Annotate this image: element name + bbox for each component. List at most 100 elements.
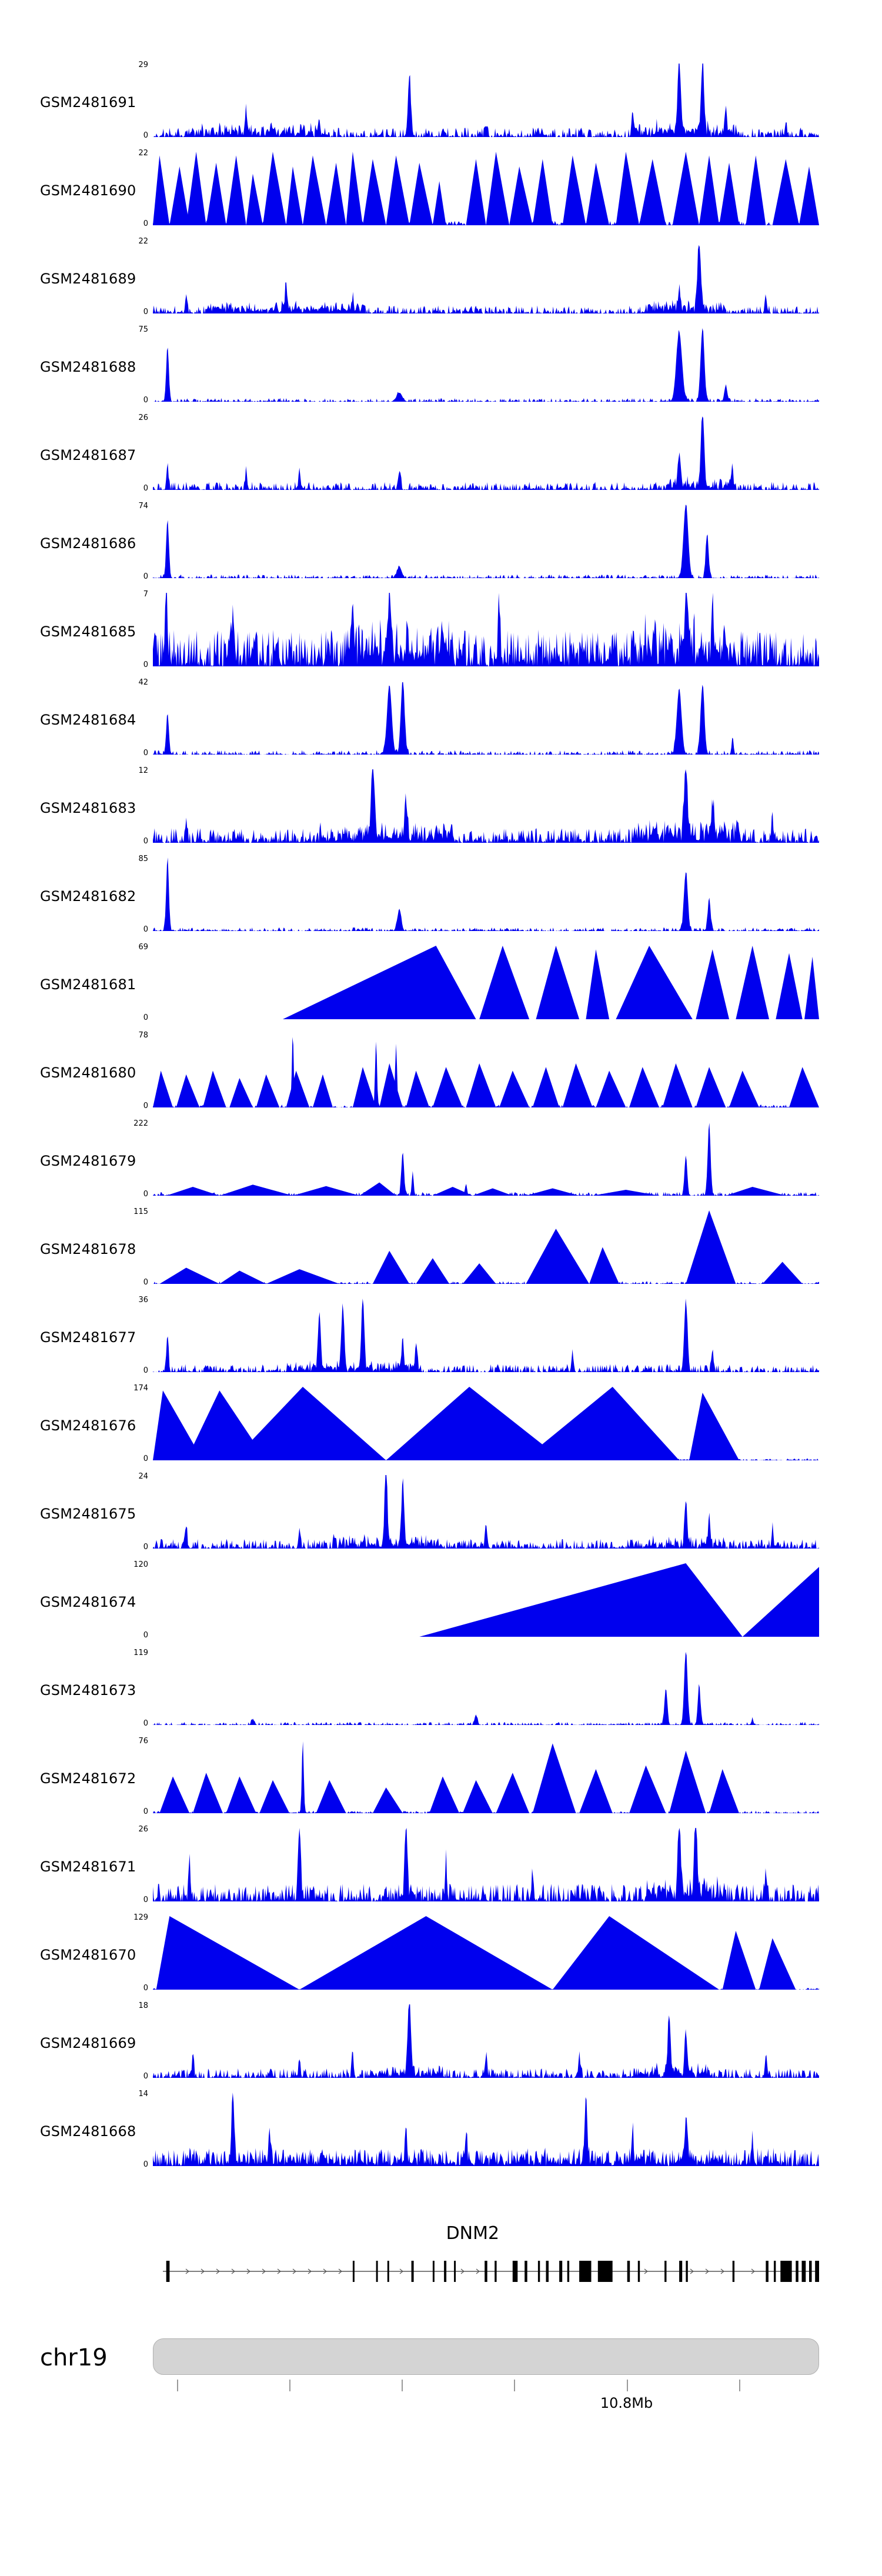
track-sample-label: GSM2481690 <box>40 182 136 199</box>
track-plot-area: 69 0 <box>138 943 819 1022</box>
track-plot-area: 78 0 <box>138 1032 819 1110</box>
y-axis-max-label: 36 <box>138 1296 148 1304</box>
track-plot-area: 36 0 <box>138 1296 819 1374</box>
axis-tick-mark <box>739 2380 741 2391</box>
y-axis-zero-label: 0 <box>143 1719 148 1728</box>
y-axis-zero-label: 0 <box>143 925 148 934</box>
strand-arrow-icon <box>277 2268 281 2274</box>
coverage-signal-plot <box>153 593 819 666</box>
track-sample-label: GSM2481676 <box>40 1417 136 1434</box>
track-sample-label: GSM2481674 <box>40 1594 136 1610</box>
signal-track-row: GSM2481682 85 0 <box>0 855 882 946</box>
y-axis-max-label: 12 <box>138 766 148 775</box>
exon-box <box>815 2261 819 2282</box>
y-axis-max-label: 78 <box>138 1031 148 1040</box>
strand-arrow-icon <box>720 2268 724 2274</box>
exon-box <box>166 2261 170 2282</box>
signal-track-row: GSM2481687 26 0 <box>0 414 882 505</box>
track-sample-label: GSM2481680 <box>40 1065 136 1081</box>
coverage-signal-plot <box>153 1123 819 1196</box>
axis-tick-mark <box>176 2380 178 2391</box>
track-sample-label: GSM2481684 <box>40 712 136 728</box>
track-plot-area: 24 0 <box>138 1473 819 1551</box>
signal-track-row: GSM2481671 26 0 <box>0 1825 882 1916</box>
track-sample-label: GSM2481683 <box>40 800 136 816</box>
track-plot-area: 76 0 <box>138 1737 819 1816</box>
signal-track-row: GSM2481690 22 0 <box>0 149 882 240</box>
exon-box <box>524 2261 527 2282</box>
exon-box <box>546 2261 549 2282</box>
track-sample-label: GSM2481685 <box>40 623 136 640</box>
strand-arrow-icon <box>262 2268 266 2274</box>
coverage-signal-plot <box>153 505 819 578</box>
track-plot-area: 119 0 <box>133 1649 819 1727</box>
strand-arrow-icon <box>476 2268 480 2274</box>
coverage-signal-plot <box>153 152 819 225</box>
coverage-signal-plot <box>153 2093 819 2166</box>
coverage-signal-plot <box>153 245 819 313</box>
y-axis-zero-label: 0 <box>143 396 148 405</box>
signal-track-row: GSM2481678 115 0 <box>0 1208 882 1299</box>
strand-arrow-icon <box>460 2268 465 2274</box>
strand-arrow-icon <box>231 2268 235 2274</box>
coverage-signal-plot <box>153 1828 819 1901</box>
coverage-signal-plot <box>153 1387 819 1460</box>
track-sample-label: GSM2481677 <box>40 1329 136 1346</box>
exon-box <box>387 2261 389 2282</box>
track-sample-label: GSM2481686 <box>40 535 136 552</box>
signal-track-row: GSM2481670 129 0 <box>0 1914 882 2004</box>
y-axis-max-label: 69 <box>138 943 148 952</box>
y-axis-max-label: 18 <box>138 2001 148 2010</box>
y-axis-zero-label: 0 <box>143 660 148 669</box>
strand-arrow-icon <box>292 2268 296 2274</box>
strand-arrow-icon <box>751 2268 755 2274</box>
axis-tick-mark <box>401 2380 403 2391</box>
y-axis-max-label: 29 <box>138 61 148 69</box>
gene-name-label: DNM2 <box>446 2223 500 2244</box>
exon-box <box>537 2261 540 2282</box>
y-axis-zero-label: 0 <box>143 1278 148 1287</box>
exon-box <box>780 2261 792 2282</box>
strand-arrow-icon <box>246 2268 250 2274</box>
y-axis-zero-label: 0 <box>143 1807 148 1816</box>
track-sample-label: GSM2481688 <box>40 359 136 375</box>
track-plot-area: 12 0 <box>138 767 819 845</box>
y-axis-zero-label: 0 <box>143 1896 148 1904</box>
axis-tick-mark <box>514 2380 516 2391</box>
exon-box <box>512 2261 518 2282</box>
coverage-signal-plot <box>153 1210 819 1284</box>
track-plot-area: 75 0 <box>138 326 819 404</box>
coverage-signal-plot <box>153 1299 819 1372</box>
strand-arrow-icon <box>323 2268 327 2274</box>
exon-box <box>766 2261 769 2282</box>
track-plot-area: 115 0 <box>133 1208 819 1286</box>
strand-arrow-icon <box>690 2268 694 2274</box>
signal-track-row: GSM2481677 36 0 <box>0 1296 882 1387</box>
exon-box <box>454 2261 456 2282</box>
strand-arrow-icon <box>705 2268 709 2274</box>
track-sample-label: GSM2481668 <box>40 2123 136 2140</box>
track-plot-area: 22 0 <box>138 149 819 228</box>
exon-box <box>801 2261 806 2282</box>
exon-box <box>411 2261 414 2282</box>
y-axis-max-label: 26 <box>138 1825 148 1834</box>
track-plot-area: 42 0 <box>138 679 819 757</box>
track-sample-label: GSM2481682 <box>40 888 136 905</box>
y-axis-zero-label: 0 <box>143 484 148 493</box>
exon-box <box>495 2261 497 2282</box>
coverage-signal-plot <box>153 1475 819 1549</box>
y-axis-zero-label: 0 <box>143 1013 148 1022</box>
track-sample-label: GSM2481687 <box>40 447 136 463</box>
track-plot-area: 18 0 <box>138 2002 819 2080</box>
strand-arrow-icon <box>201 2268 205 2274</box>
y-axis-zero-label: 0 <box>143 1366 148 1375</box>
position-axis: 10.8Mb <box>153 2375 819 2428</box>
signal-track-row: GSM2481689 22 0 <box>0 238 882 328</box>
signal-track-row: GSM2481686 74 0 <box>0 502 882 593</box>
y-axis-zero-label: 0 <box>143 1454 148 1463</box>
track-sample-label: GSM2481689 <box>40 271 136 287</box>
y-axis-zero-label: 0 <box>143 749 148 758</box>
y-axis-zero-label: 0 <box>143 2160 148 2169</box>
